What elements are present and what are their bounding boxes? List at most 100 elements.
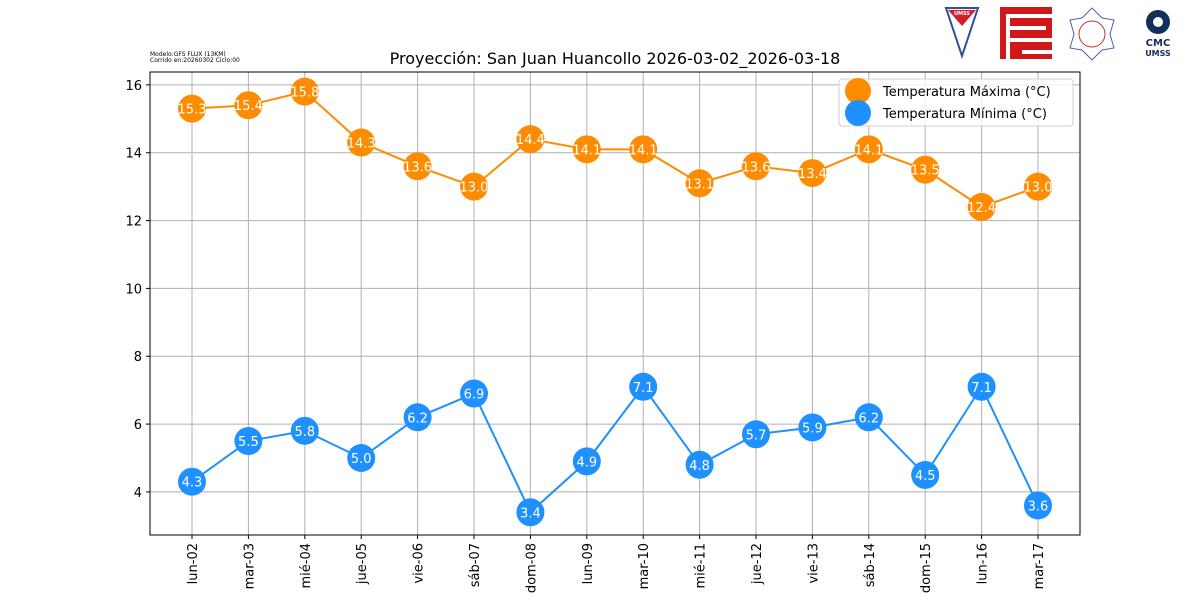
x-tick-label: lun-09 [581,543,596,584]
legend-label: Temperatura Máxima (°C) [882,85,1051,100]
series-line [191,90,1039,209]
umss-logo: UMSS [944,7,980,60]
y-tick-label: 10 [125,282,142,297]
data-label: 4.3 [182,476,203,491]
data-label: 15.8 [290,86,319,101]
data-label: 12.4 [967,201,996,216]
data-label: 14.1 [854,143,883,158]
y-tick-label: 4 [134,486,142,501]
data-label: 5.9 [802,421,823,436]
x-tick-label: mar-17 [1032,543,1047,589]
data-point [911,155,940,184]
data-point [742,420,770,449]
data-point [967,192,996,221]
x-tick-label: sáb-07 [468,543,483,587]
data-label: 6.9 [464,388,485,403]
data-point [460,379,488,408]
data-point [1024,172,1052,201]
chart-title: Proyección: San Juan Huancollo 2026-03-0… [390,49,841,69]
plot-area [149,71,1081,536]
data-label: 14.1 [572,143,601,158]
data-point [178,94,206,123]
x-tick-label: mié-11 [694,543,709,589]
data-label: 5.5 [238,435,259,450]
legend-marker [845,100,871,126]
data-label: 3.6 [1028,499,1049,514]
svg-text:UMSS: UMSS [1145,49,1171,58]
data-label: 13.6 [742,160,771,175]
data-label: 6.2 [858,411,879,426]
x-tick-label: vie-06 [412,543,427,584]
x-tick-label: dom-08 [524,543,539,593]
model-info: Modelo:GFS FLUX (13KM) Corrido en:202603… [150,52,240,64]
data-label: 5.0 [351,452,372,467]
data-label: 4.8 [689,459,710,474]
x-tick-label: dom-15 [919,543,934,593]
data-point [798,159,827,188]
data-label: 7.1 [633,381,654,396]
x-tick-label: jue-05 [355,543,370,585]
x-tick-label: vie-13 [806,543,821,584]
data-label: 13.4 [798,167,827,182]
y-tick-label: 12 [125,215,142,230]
data-point [854,403,883,432]
data-label: 5.7 [746,428,767,443]
data-point [742,152,770,181]
x-tick-label: mié-04 [299,543,314,589]
fcyt-logo [1000,7,1052,59]
data-label: 14.1 [629,143,658,158]
data-point [798,413,827,442]
seal-logo [1069,7,1115,61]
data-label: 6.2 [407,411,428,426]
data-point [967,372,996,401]
data-label: 14.4 [516,133,545,148]
data-point [347,128,376,157]
data-label: 15.4 [234,99,263,114]
legend-marker [845,78,871,104]
legend [838,78,1074,127]
data-label: 13.0 [1024,181,1053,196]
data-label: 4.9 [576,455,597,470]
data-point [178,467,206,496]
x-tick-label: sáb-14 [863,543,878,587]
legend-label: Temperatura Mínima (°C) [882,107,1047,122]
x-tick-label: jue-12 [750,543,765,585]
data-label: 3.4 [520,506,541,521]
data-point [629,372,658,401]
run-line: Corrido en:20260302 Ciclo:00 [150,57,240,64]
data-point [290,77,319,106]
data-label: 14.3 [347,137,376,152]
data-point [460,172,488,201]
svg-text:UMSS: UMSS [954,11,970,17]
y-tick-label: 8 [134,350,142,365]
data-label: 13.6 [403,160,432,175]
data-label: 13.0 [460,181,489,196]
data-label: 5.8 [294,425,315,440]
data-point [234,91,263,120]
x-tick-label: lun-16 [976,543,991,584]
data-point [911,460,940,489]
x-tick-label: mar-03 [242,543,257,589]
series-line [191,384,1039,514]
data-point [290,416,319,445]
data-point [516,498,545,527]
y-tick-label: 14 [125,147,142,162]
data-point [1024,491,1052,520]
model-line: Modelo:GFS FLUX (13KM) [150,51,226,58]
data-point [347,444,376,473]
y-tick-label: 6 [134,418,142,433]
institution-logos: UMSS CMC UMSS [944,7,1171,61]
data-point [572,135,601,164]
data-label: 13.5 [911,164,940,179]
svg-text:CMC: CMC [1146,38,1171,49]
data-point [685,450,714,479]
data-point [403,403,432,432]
data-point [854,135,883,164]
data-label: 7.1 [971,381,992,396]
data-point [572,447,601,476]
data-point [516,125,545,154]
x-tick-label: mar-10 [637,543,652,589]
data-label: 15.3 [178,103,207,118]
